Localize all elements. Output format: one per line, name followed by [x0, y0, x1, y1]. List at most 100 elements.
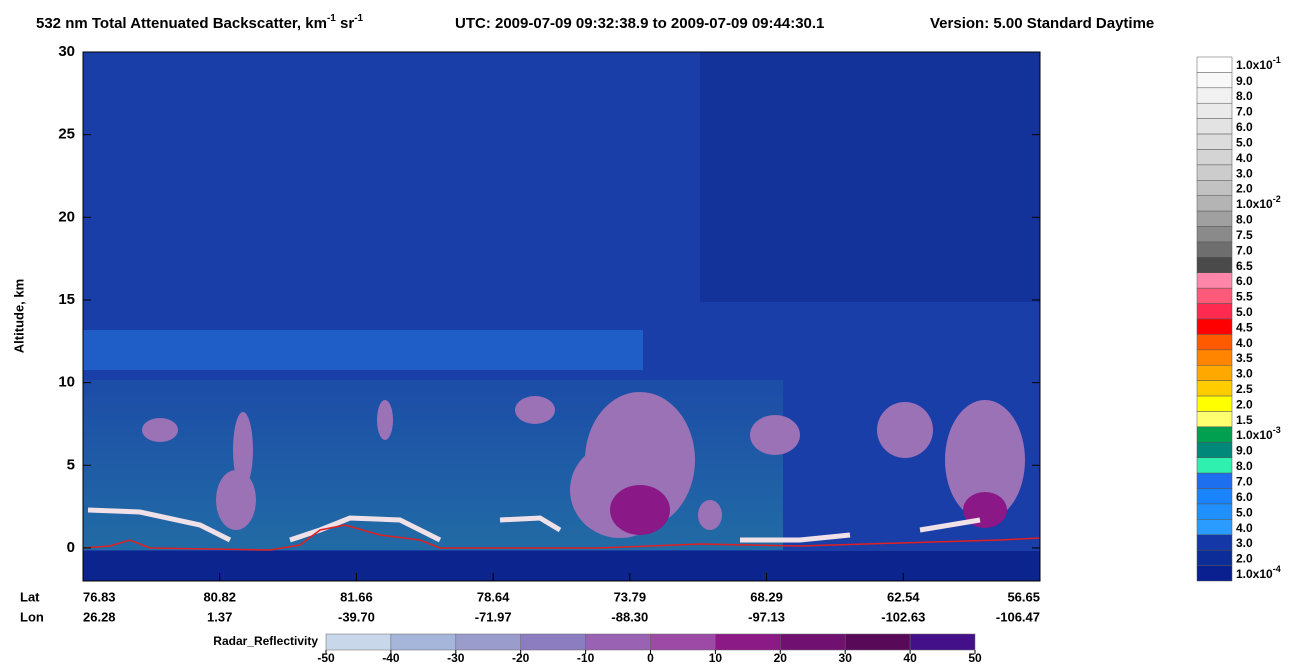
colorbar-swatch — [1196, 226, 1233, 243]
y-tick-label: 15 — [58, 291, 75, 308]
surface-line — [83, 524, 1040, 551]
title-part: sr — [336, 15, 355, 32]
colorbar-label-exponent: -3 — [1273, 426, 1281, 436]
colorbar-label: 3.0 — [1236, 367, 1253, 381]
lat-tick-label: 62.54 — [887, 589, 920, 604]
radar-swatch — [650, 633, 716, 651]
radar-tick-label: -30 — [447, 651, 465, 665]
colorbar-swatch — [1196, 149, 1233, 166]
colorbar-swatch — [1196, 118, 1233, 135]
colorbar-label: 5.0 — [1236, 505, 1253, 519]
colorbar-label: 4.0 — [1236, 521, 1253, 535]
radar-tick-label: 0 — [647, 651, 654, 665]
colorbar-label: 5.5 — [1236, 290, 1253, 304]
y-tick-label: 0 — [67, 539, 75, 556]
colorbar-swatch — [1196, 287, 1233, 304]
colorbar-swatch — [1196, 180, 1233, 196]
surface-band — [83, 551, 1040, 581]
colorbar-label: 3.5 — [1236, 351, 1253, 365]
colorbar-label: 6.5 — [1236, 259, 1253, 273]
colorbar-label: 4.0 — [1236, 151, 1253, 165]
colorbar-label: 1.0x10-1 — [1236, 56, 1281, 73]
colorbar-label: 8.0 — [1236, 459, 1253, 473]
lon-tick-label: -106.47 — [996, 609, 1040, 624]
colorbar-label: 6.0 — [1236, 490, 1253, 504]
lon-tick-label: -39.70 — [338, 609, 375, 624]
colorbar-swatch — [1196, 565, 1233, 582]
radar-tick-label: 50 — [968, 651, 982, 665]
colorbar-swatch — [1196, 164, 1233, 181]
colorbar-label: 5.0 — [1236, 135, 1253, 149]
chart-title: 532 nm Total Attenuated Backscatter, km -… — [36, 13, 364, 32]
title-part: 532 nm Total Attenuated Backscatter, km — [36, 15, 327, 32]
colorbar-label: 6.0 — [1236, 274, 1253, 288]
colorbar-swatch — [1196, 503, 1233, 520]
colorbar-label-base: 1.0x10 — [1236, 428, 1273, 442]
colorbar-label-base: 1.0x10 — [1236, 197, 1273, 211]
radar-swatch — [909, 633, 976, 651]
plot-frame — [82, 51, 1041, 582]
lat-label: Lat — [20, 589, 40, 604]
colorbar-label: 9.0 — [1236, 444, 1253, 458]
colorbar-label: 7.0 — [1236, 243, 1253, 257]
colorbar-swatch — [1196, 133, 1233, 150]
colorbar-swatch — [1196, 380, 1233, 397]
radar-colorbar: Radar_Reflectivity -50 -40 -30 -20 -10 0 10 20 30… — [213, 633, 982, 665]
colorbar-swatch — [1196, 241, 1233, 258]
colorbar-swatch — [1196, 303, 1233, 320]
colorbar-swatch — [1196, 318, 1233, 335]
colorbar-swatch — [1196, 488, 1233, 505]
radar-tick-label: 10 — [709, 651, 723, 665]
y-tick-label: 20 — [58, 208, 75, 225]
colorbar-label: 3.0 — [1236, 536, 1253, 550]
lat-tick-label: 73.79 — [614, 589, 647, 604]
colorbar-swatch — [1196, 519, 1233, 536]
colorbar-swatch — [1196, 472, 1233, 489]
colorbar-label: 1.0x10-4 — [1236, 564, 1281, 581]
colorbar-swatch — [1196, 442, 1233, 458]
y-tick-label: 30 — [58, 43, 75, 60]
radar-tick-label: -10 — [577, 651, 595, 665]
surface-clouds — [87, 507, 981, 543]
colorbar-label-exponent: -4 — [1273, 564, 1281, 574]
lon-tick-label: -88.30 — [611, 609, 648, 624]
colorbar-swatch — [1196, 56, 1233, 73]
colorbar-swatch — [1196, 102, 1233, 119]
title-exponent: -1 — [354, 13, 363, 24]
lat-tick-label: 81.66 — [340, 589, 373, 604]
radar-label: Radar_Reflectivity — [213, 634, 318, 648]
colorbar-swatch — [1196, 272, 1233, 289]
y-tick-label: 5 — [67, 456, 75, 473]
colorbar-swatch — [1196, 549, 1233, 566]
colorbar-label: 2.5 — [1236, 382, 1253, 396]
colorbar-label: 7.5 — [1236, 228, 1253, 242]
lon-tick-label: -102.63 — [881, 609, 925, 624]
colorbar-swatch — [1196, 72, 1233, 89]
colorbar-label: 7.0 — [1236, 105, 1253, 119]
colorbar-label: 8.0 — [1236, 213, 1253, 227]
lon-tick-label: -71.97 — [475, 609, 512, 624]
colorbar-swatch — [1196, 257, 1233, 274]
colorbar-label-exponent: -2 — [1273, 194, 1281, 204]
lon-tick-label: 26.28 — [83, 609, 116, 624]
lon-tick-label: 1.37 — [207, 609, 232, 624]
y-axis-label: Altitude, km — [11, 279, 26, 353]
colorbar-label: 1.0x10-3 — [1236, 426, 1281, 443]
radar-swatch — [585, 633, 651, 651]
colorbar-label: 2.0 — [1236, 397, 1253, 411]
radar-tick-label: 40 — [903, 651, 917, 665]
lon-label: Lon — [20, 609, 44, 624]
colorbar-label: 5.0 — [1236, 305, 1253, 319]
colorbar-label: 1.0x10-2 — [1236, 194, 1281, 211]
colorbar-swatch — [1196, 426, 1233, 443]
radar-swatch — [780, 633, 846, 651]
colorbar-label-base: 1.0x10 — [1236, 58, 1273, 72]
curtain-image — [83, 52, 1040, 581]
colorbar-label-exponent: -1 — [1273, 56, 1281, 66]
colorbar-swatch — [1196, 411, 1233, 428]
lon-tick-label: -97.13 — [748, 609, 785, 624]
lat-tick-label: 76.83 — [83, 589, 116, 604]
colorbar-label: 4.5 — [1236, 320, 1253, 334]
colorbar-swatch — [1196, 395, 1233, 412]
